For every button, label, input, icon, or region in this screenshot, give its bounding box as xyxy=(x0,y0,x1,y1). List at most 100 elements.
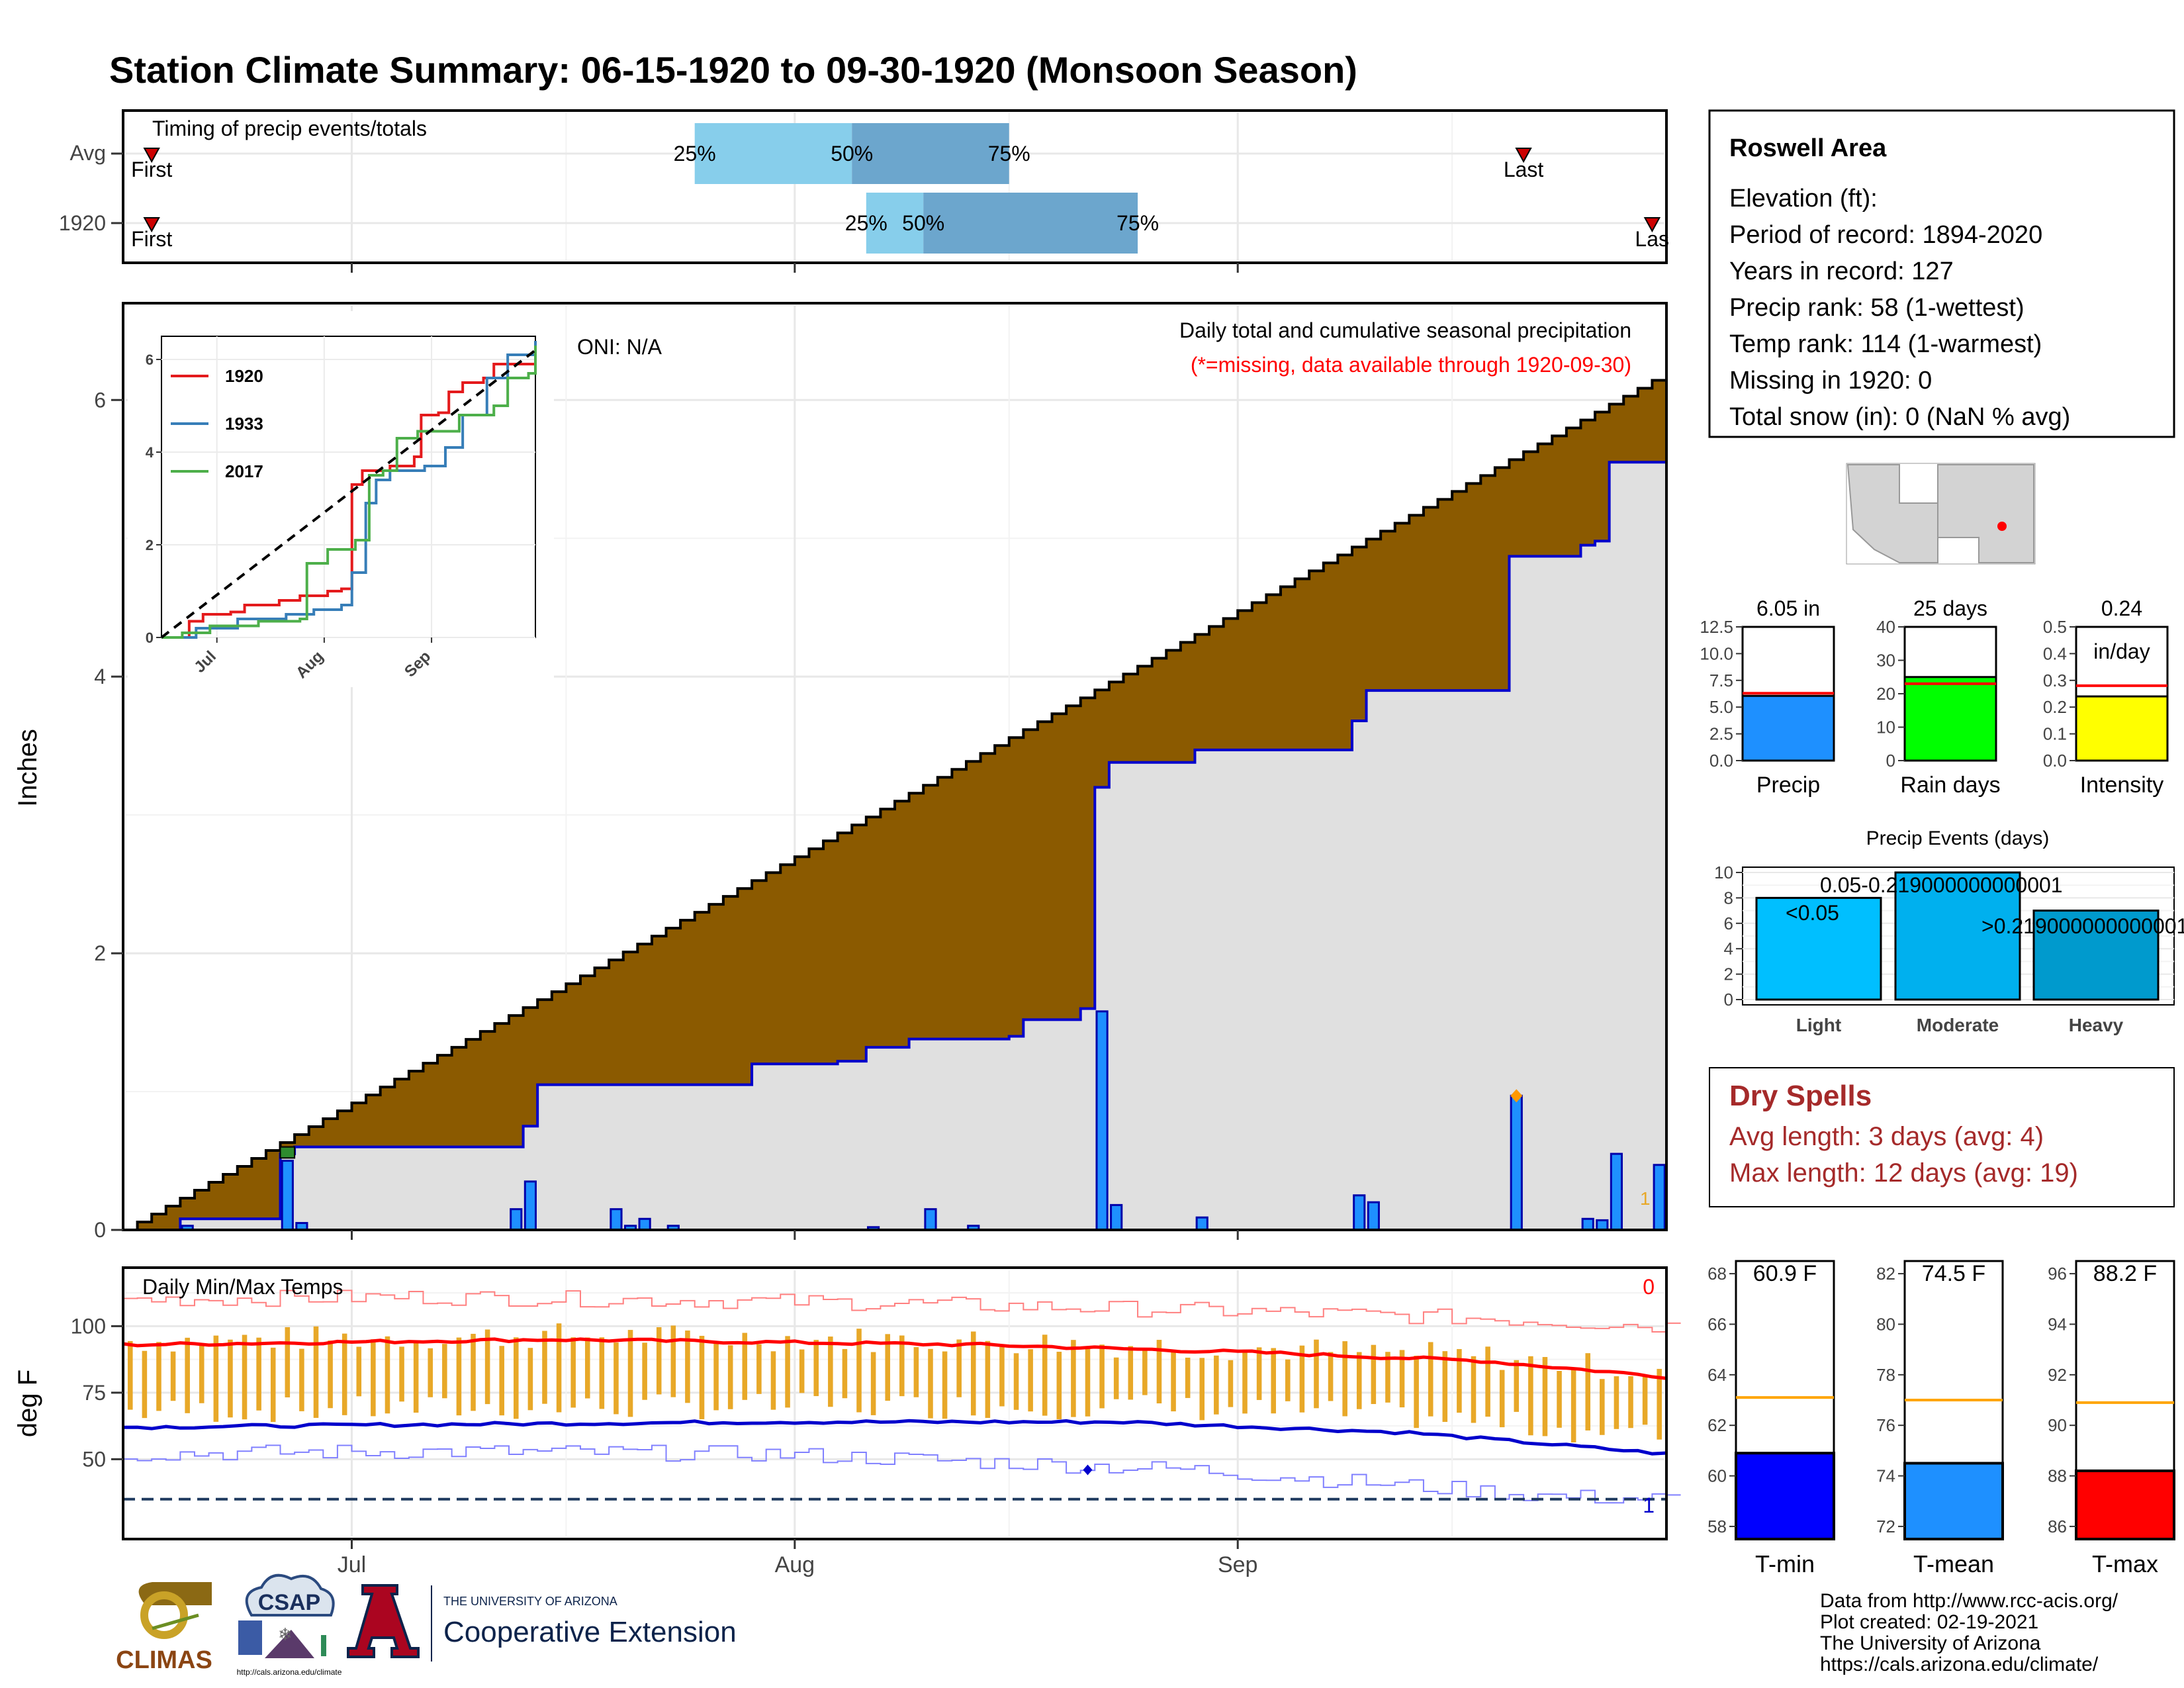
temp-bar-label: T-max xyxy=(2092,1550,2158,1577)
mini-bar-value xyxy=(1741,694,1835,762)
events-bar xyxy=(1894,871,2021,1001)
inset-y-tick-label: 6 xyxy=(146,352,154,368)
precip-cumulative-areas xyxy=(123,379,1666,1231)
mini-bar-label: Rain days xyxy=(1900,773,2000,798)
dry-spells-max-length: Max length: 12 days (avg: 19) xyxy=(1729,1158,2078,1188)
timing-row-avg-label: Avg xyxy=(69,141,106,165)
inset-legend-label: 1933 xyxy=(225,414,263,434)
inset-series-line xyxy=(161,357,537,639)
daily-precip-bar xyxy=(610,1208,623,1231)
daily-temp-range-bar xyxy=(499,1346,504,1416)
daily-temp-range-bar xyxy=(428,1348,433,1397)
climas-plant-icon xyxy=(152,1613,199,1630)
daily-temp-range-bar xyxy=(356,1346,362,1397)
mini-bar-y-tick-label: 12.5 xyxy=(1700,617,1733,637)
daily-temp-range-bar xyxy=(1570,1369,1576,1442)
csap-snow-icon: ❄ xyxy=(278,1624,293,1644)
dry-spells-frame xyxy=(1709,1067,2175,1207)
precip-y-tick-label: 2 xyxy=(94,941,106,965)
daily-temp-range-bar xyxy=(1428,1342,1433,1417)
daily-temp-range-bar xyxy=(1056,1352,1062,1420)
temp-y-tick-label: 50 xyxy=(82,1447,106,1471)
temp-bar-y-tick-label: 60 xyxy=(1707,1466,1727,1486)
footer-credit-line: Plot created: 02-19-2021 xyxy=(1820,1611,2038,1633)
daily-temp-range-bar xyxy=(1328,1352,1334,1401)
daily-temp-range-bar xyxy=(285,1327,291,1397)
timing-q25-q50-bar xyxy=(694,123,852,184)
mini-bar-y-tick-label: 0.5 xyxy=(2043,617,2067,637)
mini-bar-y-tick-label: 5.0 xyxy=(1709,697,1733,717)
temp-panel-frame xyxy=(122,1266,1668,1540)
events-category-label: Light xyxy=(1796,1015,1841,1035)
daily-precip-bar xyxy=(1110,1203,1123,1231)
info-line: Missing in 1920: 0 xyxy=(1729,367,1932,395)
events-bar-label: <0.05 xyxy=(1786,901,1839,925)
mini-bar-y-tick-label: 30 xyxy=(1876,651,1895,671)
timing-q50-q75-bar xyxy=(852,123,1009,184)
daily-precip-bar xyxy=(1610,1152,1623,1231)
daily-precip-bar xyxy=(1581,1217,1594,1231)
daily-temp-range-bar xyxy=(1628,1376,1633,1429)
missing-data-note: (*=missing, data available through 1920-… xyxy=(1191,353,1631,377)
mini-bar-label: Intensity xyxy=(2080,773,2164,798)
temp-bar-y-tick-label: 92 xyxy=(2048,1365,2067,1385)
daily-temp-range-bar xyxy=(999,1347,1005,1407)
daily-temp-range-bar xyxy=(742,1333,748,1400)
temp-bar-y-tick-label: 72 xyxy=(1876,1517,1895,1536)
page-title: Station Climate Summary: 06-15-1920 to 0… xyxy=(109,49,1357,91)
dry-spells-avg-length: Avg length: 3 days (avg: 4) xyxy=(1729,1122,2044,1151)
info-lines: Elevation (ft): Period of record: 1894-20… xyxy=(1729,185,2070,431)
temp-bar-y-tick-label: 66 xyxy=(1707,1314,1727,1334)
daily-temp-range-bar xyxy=(1514,1360,1520,1412)
daily-temp-range-bar xyxy=(1614,1376,1619,1429)
daily-precip-bar xyxy=(1195,1216,1208,1231)
daily-temp-range-bar xyxy=(1471,1356,1477,1423)
mini-bar-label: Precip xyxy=(1756,773,1820,798)
temp-panel-background xyxy=(123,1268,1666,1539)
timing-row-1920-label: 1920 xyxy=(59,211,106,235)
daily-temp-range-bar xyxy=(1228,1360,1234,1407)
daily-temp-range-bar xyxy=(1013,1353,1019,1410)
daily-temp-range-bar xyxy=(1299,1345,1305,1413)
daily-precip-bar xyxy=(1095,1010,1109,1231)
daily-temp-range-bar xyxy=(584,1337,590,1399)
timing-q50-label: 50% xyxy=(831,142,873,165)
daily-temp-range-bar xyxy=(1657,1368,1662,1440)
max-precip-diamond-icon xyxy=(1510,1089,1523,1103)
csap-url: http://cals.arizona.edu/climate xyxy=(237,1667,342,1677)
last-event-label: Last xyxy=(1504,158,1544,181)
daily-temp-range-bar xyxy=(1156,1340,1162,1404)
info-line: Elevation (ft): xyxy=(1729,185,1878,212)
temp-bar-y-tick-label: 96 xyxy=(2048,1264,2067,1284)
ua-logo-small-text: THE UNIVERSITY OF ARIZONA xyxy=(443,1595,617,1608)
mini-bar-y-tick-label: 10 xyxy=(1876,718,1895,737)
mini-bar-y-tick-label: 0.0 xyxy=(2043,751,2067,771)
daily-temp-range-bar xyxy=(785,1336,790,1408)
temp-bar-value-text: 88.2 F xyxy=(2093,1261,2157,1286)
daily-temp-range-bar xyxy=(170,1351,176,1401)
timing-q25-label: 25% xyxy=(845,211,887,235)
events-bar xyxy=(2032,910,2160,1001)
daily-temp-range-bar xyxy=(1113,1357,1119,1399)
temp-max-record-count: 0 xyxy=(1643,1275,1655,1299)
precip-panel: 0 2 4 6 Inches ONI: N/A Daily total and cum… xyxy=(13,302,1668,1242)
daily-precip-bar xyxy=(1596,1219,1609,1231)
daily-temp-range-bar xyxy=(1371,1344,1377,1405)
daily-temp-range-bar xyxy=(685,1330,690,1403)
daily-temp-range-bar xyxy=(1585,1353,1591,1430)
daily-temp-range-bar xyxy=(1085,1346,1091,1417)
daily-temp-range-bar xyxy=(870,1352,876,1415)
footer-credit-line: https://cals.arizona.edu/climate/ xyxy=(1820,1654,2099,1675)
daily-temp-range-bar xyxy=(1042,1335,1048,1416)
events-y-tick-label: 4 xyxy=(1724,939,1733,959)
temp-bar-y-tick-label: 64 xyxy=(1707,1365,1727,1385)
daily-temp-range-bar xyxy=(727,1345,733,1409)
record-min-line xyxy=(123,1444,1681,1504)
daily-temp-range-bar xyxy=(1356,1352,1362,1409)
inset-series-line xyxy=(161,346,537,639)
footer-credit-line: The University of Arizona xyxy=(1820,1632,2041,1654)
precip-end-marker: 1 xyxy=(1640,1188,1651,1209)
daily-temp-range-bar xyxy=(1600,1379,1605,1435)
daily-temp-range-bar xyxy=(1342,1341,1347,1417)
